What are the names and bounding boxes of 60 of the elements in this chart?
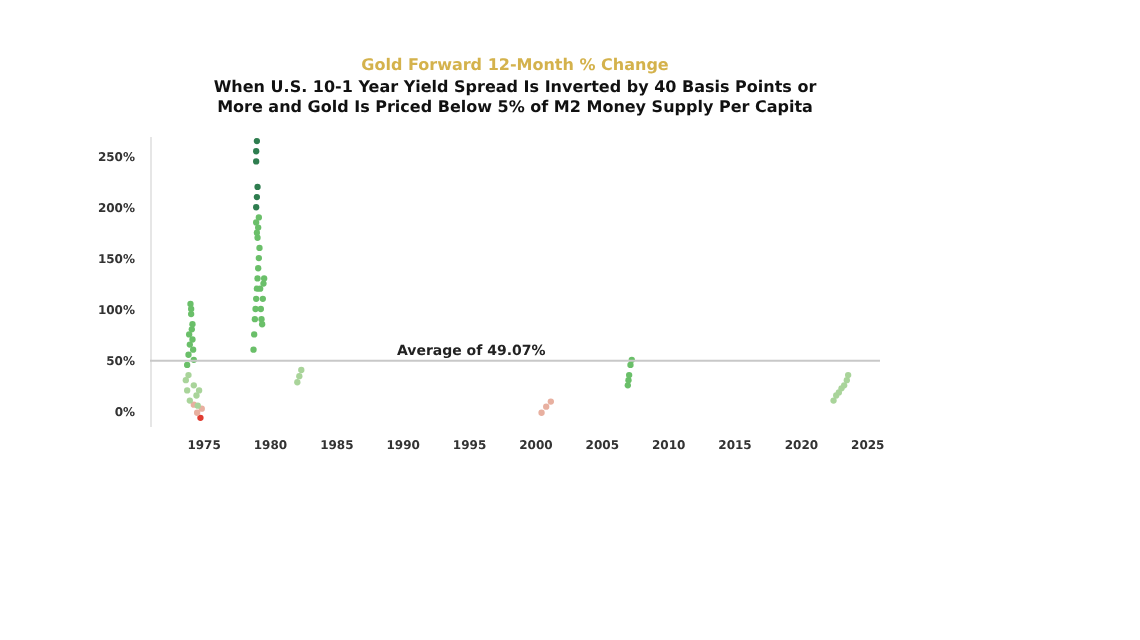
point xyxy=(187,305,195,313)
point xyxy=(258,316,265,323)
point xyxy=(255,224,262,231)
point xyxy=(260,280,267,287)
point xyxy=(254,183,261,191)
point xyxy=(625,371,633,379)
point xyxy=(253,219,260,226)
point xyxy=(189,336,196,343)
point xyxy=(251,331,258,338)
point xyxy=(257,305,264,313)
point xyxy=(253,148,260,155)
chart-title: Gold Forward 12-Month % Change xyxy=(361,56,670,74)
point xyxy=(188,326,195,333)
point xyxy=(254,275,261,282)
point xyxy=(250,346,257,353)
point xyxy=(296,372,303,380)
point xyxy=(625,377,632,384)
point xyxy=(258,321,266,328)
point xyxy=(256,244,263,252)
point xyxy=(543,403,550,410)
chart-subtitle: When U.S. 10-1 Year Yield Spread Is Inverted by 40 Basis Points or More and Gold Is Priced Below 5% of M2 Money Supply Per Capita xyxy=(213,78,817,116)
point xyxy=(254,234,261,241)
point xyxy=(184,361,191,369)
point xyxy=(195,387,203,394)
point xyxy=(185,331,193,338)
point xyxy=(189,346,197,353)
point xyxy=(844,371,852,379)
point xyxy=(184,387,191,394)
point xyxy=(843,377,850,384)
point xyxy=(830,397,837,404)
point xyxy=(252,305,259,313)
point xyxy=(298,366,305,374)
point xyxy=(251,316,259,323)
point xyxy=(538,409,545,416)
point xyxy=(189,321,196,328)
point xyxy=(185,351,192,358)
point xyxy=(627,361,634,369)
point xyxy=(260,275,268,282)
point xyxy=(255,265,262,272)
point xyxy=(187,310,195,318)
point xyxy=(253,137,261,145)
point xyxy=(253,158,260,165)
point xyxy=(182,377,189,384)
point xyxy=(186,341,193,348)
point xyxy=(197,414,204,422)
point xyxy=(255,214,262,221)
point xyxy=(259,295,266,302)
point xyxy=(253,295,260,302)
point xyxy=(253,229,261,236)
point xyxy=(193,409,201,416)
point xyxy=(255,254,262,262)
point xyxy=(253,204,260,211)
point xyxy=(253,193,261,201)
point xyxy=(187,300,194,308)
point xyxy=(190,382,197,389)
point xyxy=(193,392,200,399)
point xyxy=(294,379,301,386)
point xyxy=(624,382,631,389)
point xyxy=(185,371,192,379)
point xyxy=(547,398,554,405)
